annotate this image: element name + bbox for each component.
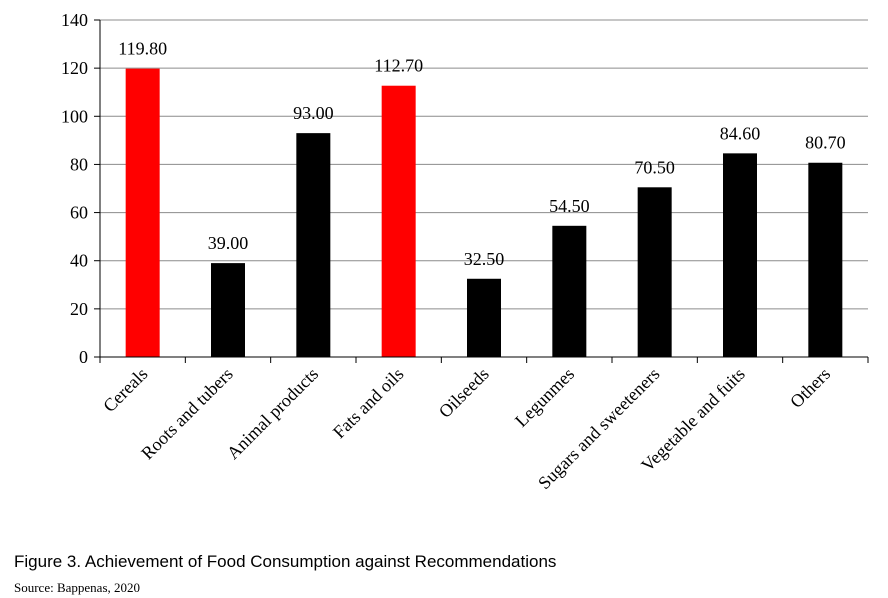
bar [296,133,331,357]
y-tick-label: 80 [70,154,88,174]
x-tick-label: Roots and tubers [137,364,237,464]
y-tick-label: 60 [70,203,88,223]
x-tick-label: Oilseeds [435,364,493,422]
data-label: 93.00 [293,103,334,123]
x-tick-label: Animal products [223,364,322,463]
bar [808,162,843,357]
bar [211,263,245,357]
data-label: 112.70 [374,56,423,76]
x-tick-label: Fats and oils [329,364,407,442]
data-label: 80.70 [805,133,846,153]
y-tick-label: 0 [79,347,88,367]
x-tick-label: Legunmes [511,364,578,431]
bar-chart: 0 20 40 60 80 100 120 140 119.80 39.00 93.00 112.7… [61,10,869,493]
bar [125,68,160,358]
y-tick-label: 20 [70,299,88,319]
data-label: 54.50 [549,196,590,216]
figure-source: Source: Bappenas, 2020 [14,580,141,595]
bars [125,68,843,358]
bar [723,153,757,357]
y-tick-label: 40 [70,251,88,271]
data-label: 32.50 [464,249,505,269]
bar [467,278,501,357]
y-tick-label: 100 [61,106,88,126]
y-tick-label: 140 [61,10,88,30]
x-tick-label: Others [786,364,834,412]
y-tick-label: 120 [61,58,88,78]
x-tick-label: Cereals [99,364,151,416]
data-label: 39.00 [208,233,249,253]
bar [637,187,672,357]
data-label: 70.50 [634,157,675,177]
gridlines [100,19,868,310]
figure-caption: Figure 3. Achievement of Food Consumptio… [14,552,557,571]
data-label: 84.60 [720,123,761,143]
bar [381,85,416,357]
data-label: 119.80 [118,39,167,59]
data-labels: 119.80 39.00 93.00 112.70 32.50 54.50 70.50 84.… [118,39,845,269]
y-axis-ticks: 0 20 40 60 80 100 120 140 [61,10,100,367]
bar [552,225,587,357]
